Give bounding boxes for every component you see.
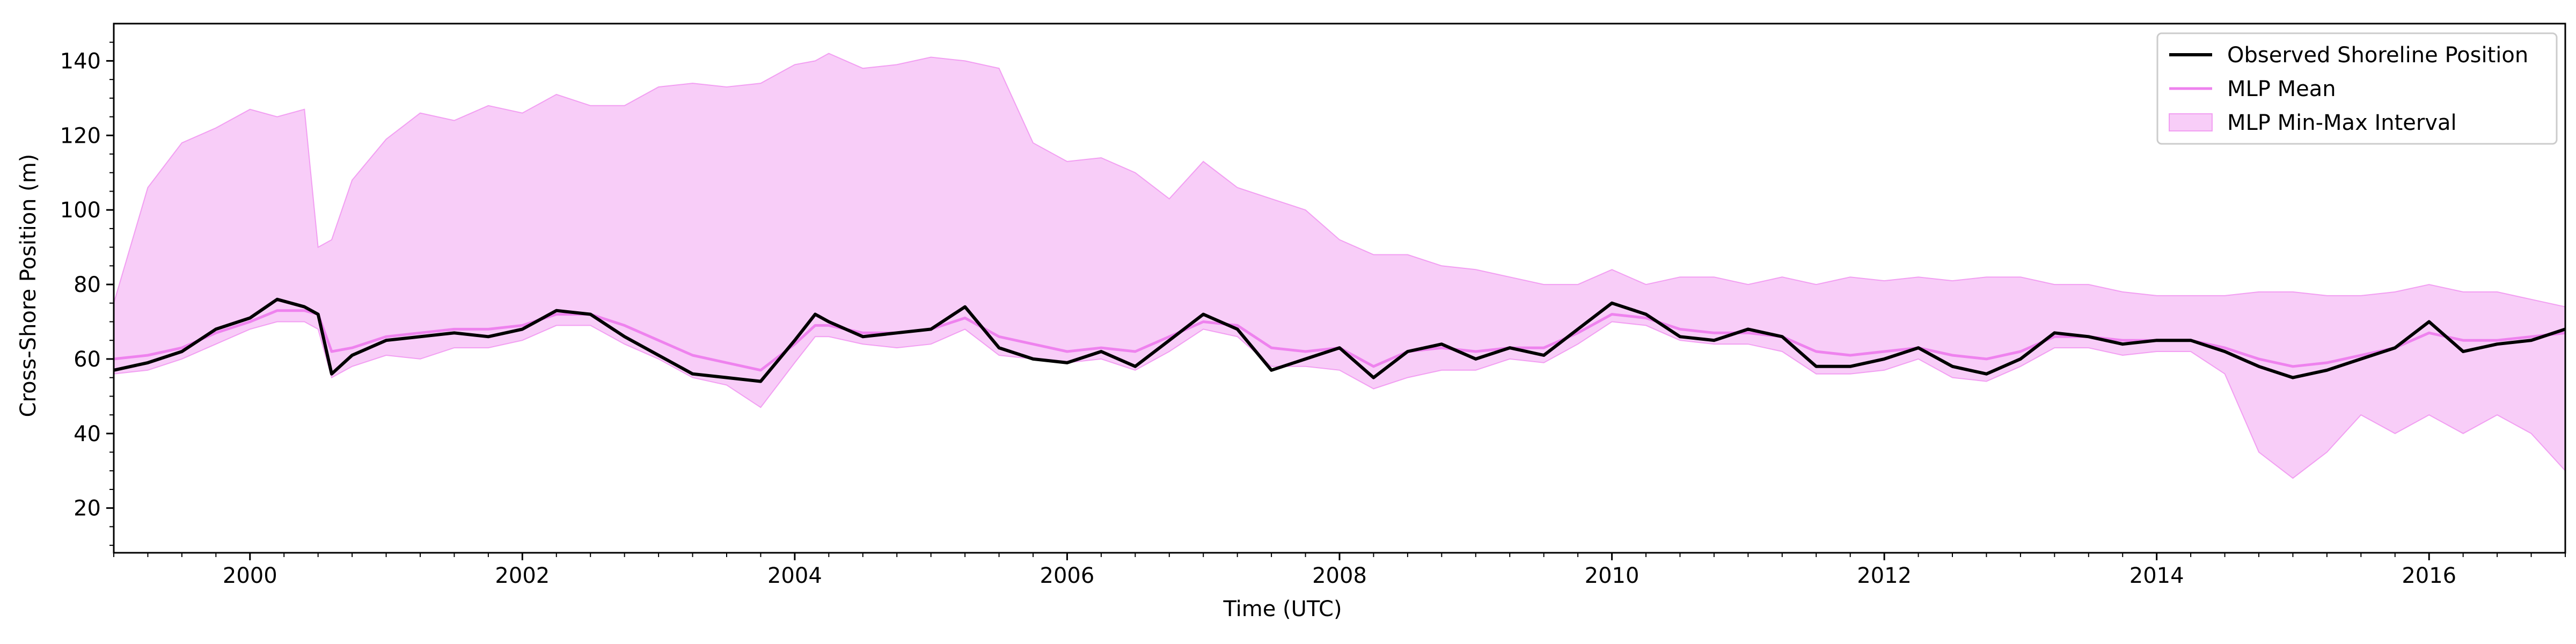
x-tick-label-2002: 2002 — [495, 564, 550, 588]
x-tick-label-2004: 2004 — [767, 564, 822, 588]
y-tick-label-80: 80 — [74, 273, 101, 297]
legend-entry-0: Observed Shoreline Position — [2227, 43, 2528, 68]
plot-clip-group — [114, 53, 2565, 479]
legend: Observed Shoreline Position MLP Mean MLP M… — [2156, 32, 2558, 145]
y-tick-label-140: 140 — [60, 49, 101, 74]
x-tick-label-2016: 2016 — [2402, 564, 2456, 588]
axes: 2000 2002 2004 2006 2008 2010 2012 2014 2016 20 40… — [60, 23, 2566, 588]
x-tick-label-2000: 2000 — [223, 564, 277, 588]
x-tick-label-2008: 2008 — [1312, 564, 1367, 588]
legend-entry-2: MLP Min-Max Interval — [2227, 111, 2457, 135]
y-tick-label-20: 20 — [74, 496, 101, 521]
x-tick-label-2010: 2010 — [1585, 564, 1640, 588]
plot-area — [114, 53, 2565, 479]
y-tick-label-60: 60 — [74, 347, 101, 372]
legend-swatch-interval — [2169, 113, 2213, 131]
y-tick-label-120: 120 — [60, 123, 101, 148]
legend-box — [2156, 32, 2558, 145]
legend-entry-1: MLP Mean — [2227, 77, 2336, 101]
y-axis-label: Cross-Shore Position (m) — [16, 154, 41, 418]
series-mlp-mean — [114, 309, 2565, 372]
x-axis-label: Time (UTC) — [1223, 597, 1342, 621]
x-tick-label-2014: 2014 — [2129, 564, 2184, 588]
series-observed-shoreline-position — [114, 297, 2565, 383]
x-tick-label-2006: 2006 — [1040, 564, 1095, 588]
y-tick-label-100: 100 — [60, 198, 101, 223]
y-tick-label-40: 40 — [74, 422, 101, 447]
x-tick-label-2012: 2012 — [1857, 564, 1912, 588]
series-mlp-min-max-interval — [114, 53, 2565, 479]
